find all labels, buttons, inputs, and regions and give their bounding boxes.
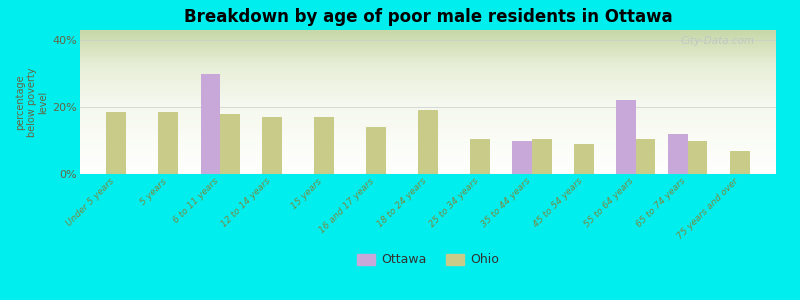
Bar: [220, 114, 240, 174]
Bar: [668, 134, 688, 174]
Bar: [730, 151, 750, 174]
Text: City-Data.com: City-Data.com: [681, 36, 755, 46]
Bar: [512, 140, 532, 174]
Bar: [574, 144, 594, 174]
Bar: [366, 127, 386, 174]
Bar: [418, 110, 438, 174]
Bar: [262, 117, 282, 174]
Bar: [106, 112, 126, 174]
Bar: [688, 140, 707, 174]
Bar: [636, 139, 655, 174]
Bar: [201, 74, 220, 174]
Bar: [470, 139, 490, 174]
Legend: Ottawa, Ohio: Ottawa, Ohio: [351, 248, 505, 272]
Bar: [616, 100, 636, 174]
Bar: [314, 117, 334, 174]
Bar: [158, 112, 178, 174]
Title: Breakdown by age of poor male residents in Ottawa: Breakdown by age of poor male residents …: [184, 8, 672, 26]
Y-axis label: percentage
below poverty
level: percentage below poverty level: [15, 67, 48, 137]
Bar: [532, 139, 552, 174]
